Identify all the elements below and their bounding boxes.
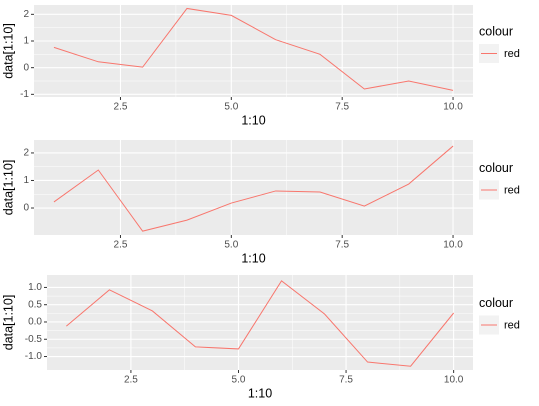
y-tick-label: 1 [23, 175, 29, 186]
panel: -1 0 1 2 2.5 5.0 7.5 10.0 1:10 data[1:10] colour re… [1, 5, 520, 127]
y-tick-label: 2 [23, 148, 29, 159]
y-tick-label: 1.0 [28, 282, 42, 293]
y-axis-title: data[1:10] [1, 295, 15, 351]
x-tick-label: 5.0 [232, 375, 246, 386]
y-tick-label: 0 [23, 62, 29, 73]
x-tick-label: 2.5 [114, 240, 128, 251]
legend-label: red [504, 319, 520, 331]
legend-title: colour [479, 24, 513, 38]
y-tick-label: -0.5 [25, 334, 43, 345]
x-axis-title: 1:10 [248, 386, 272, 400]
y-tick-label: 2 [23, 9, 29, 20]
x-tick-label: 10.0 [444, 375, 464, 386]
y-tick-label: 1 [23, 36, 29, 47]
x-tick-label: 7.5 [335, 102, 349, 113]
legend-label: red [504, 48, 520, 60]
x-tick-label: 2.5 [114, 102, 128, 113]
x-tick-label: 10.0 [443, 240, 463, 251]
legend-title: colour [479, 161, 513, 175]
x-tick-label: 7.5 [339, 375, 353, 386]
x-tick-label: 5.0 [224, 240, 238, 251]
data-line [53, 145, 454, 232]
y-tick-label: -1 [20, 89, 29, 100]
panel: -1.0 -0.5 0.0 0.5 1.0 2.5 5.0 7.5 10.0 1:10 data[1… [1, 275, 520, 400]
y-axis-title: data[1:10] [1, 23, 15, 79]
y-tick-label: 0.5 [28, 299, 42, 310]
data-line [53, 7, 454, 91]
y-axis-title: data[1:10] [1, 160, 15, 216]
x-tick-label: 7.5 [335, 240, 349, 251]
x-tick-label: 2.5 [124, 375, 138, 386]
legend-title: colour [479, 296, 513, 310]
x-tick-label: 5.0 [224, 102, 238, 113]
x-tick-label: 10.0 [443, 102, 463, 113]
data-line [66, 280, 455, 367]
plot-background [34, 5, 473, 97]
plot-background [34, 140, 473, 235]
x-axis-title: 1:10 [241, 113, 265, 127]
y-tick-label: 0.0 [28, 317, 42, 328]
panel: 0 1 2 2.5 5.0 7.5 10.0 1:10 data[1:10] colour red [1, 140, 520, 265]
legend-label: red [504, 184, 520, 196]
x-axis-title: 1:10 [241, 251, 265, 265]
y-tick-label: 0 [23, 203, 29, 214]
y-tick-label: -1.0 [25, 351, 43, 362]
